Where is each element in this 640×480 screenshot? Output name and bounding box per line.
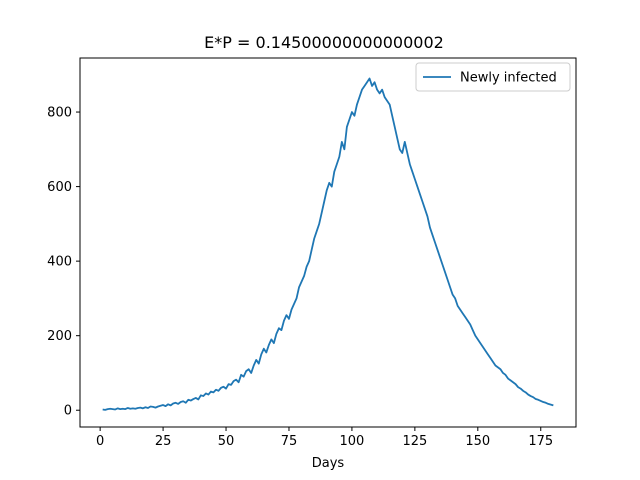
x-tick-label: 175 (528, 434, 553, 449)
chart-title: E*P = 0.14500000000000002 (204, 33, 444, 52)
y-tick-label: 0 (64, 404, 72, 419)
series-line (102, 77, 554, 411)
axes-frame (79, 57, 577, 428)
x-tick-label: 100 (340, 434, 365, 449)
x-tick-label: 125 (402, 434, 427, 449)
plot-area: 0 25 50 75 100 125 150 175 0 200 400 600 800 (47, 57, 577, 449)
x-tick-label: 50 (218, 434, 235, 449)
x-tick-label: 75 (281, 434, 298, 449)
y-tick-label: 800 (47, 106, 72, 121)
y-tick-label: 400 (47, 255, 72, 270)
legend-label: Newly infected (460, 71, 557, 86)
legend-box (415, 62, 571, 92)
x-tick-label: 150 (465, 434, 490, 449)
y-tick-label: 600 (47, 180, 72, 195)
x-tick-label: 25 (155, 434, 172, 449)
legend: Newly infected (415, 62, 571, 92)
y-tick-label: 200 (47, 329, 72, 344)
x-axis-label: Days (312, 456, 345, 471)
x-tick-label: 0 (96, 434, 104, 449)
